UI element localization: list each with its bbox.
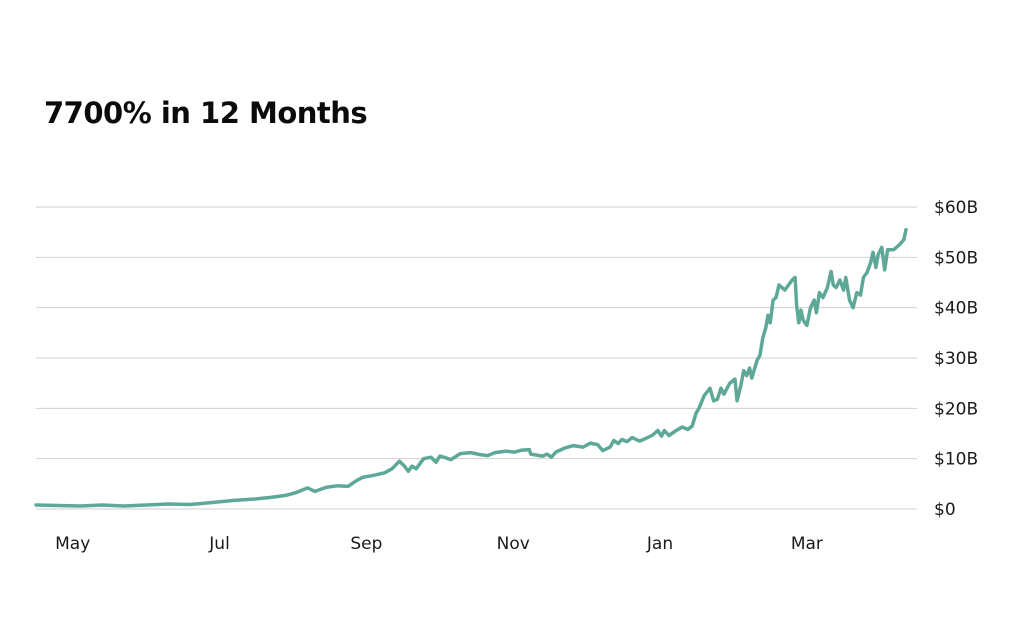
- y-tick-label: $20B: [934, 399, 978, 419]
- gridlines: [36, 206, 917, 510]
- x-axis-tick-labels: May Jul Sep Nov Jan Mar: [55, 534, 823, 554]
- y-tick-label: $30B: [934, 349, 978, 369]
- y-tick-label: $10B: [934, 450, 978, 470]
- chart-title: 7700% in 12 Months: [44, 96, 368, 130]
- y-tick-label: $50B: [934, 248, 978, 268]
- y-tick-label: $0: [934, 500, 956, 520]
- x-tick-label: Jul: [208, 534, 230, 554]
- x-tick-label: May: [55, 534, 90, 554]
- y-axis-tick-labels: $0 $10B $20B $30B $40B $50B $60B: [934, 198, 978, 520]
- x-tick-label: Mar: [791, 534, 823, 554]
- y-tick-label: $60B: [934, 198, 978, 218]
- series-line: [34, 227, 908, 508]
- x-tick-label: Nov: [497, 534, 530, 554]
- series-group: [34, 227, 908, 508]
- y-tick-label: $40B: [934, 299, 978, 319]
- x-tick-label: Sep: [350, 534, 382, 554]
- x-tick-label: Jan: [646, 534, 673, 554]
